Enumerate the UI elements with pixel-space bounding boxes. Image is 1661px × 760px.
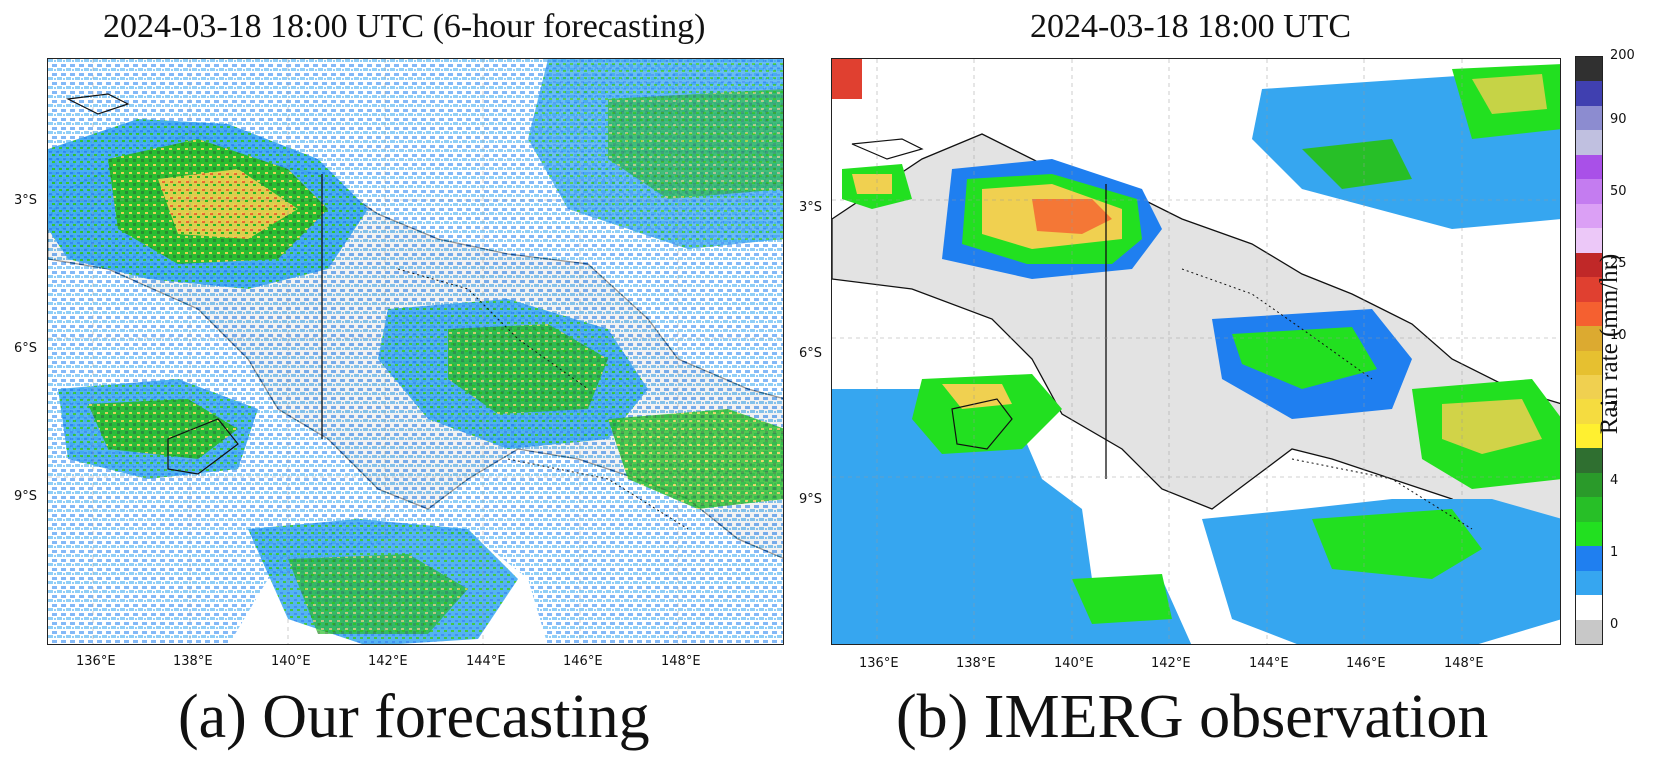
forecast-island	[65, 93, 130, 115]
colorbar-segment	[1576, 81, 1602, 106]
observation-caption: (b) IMERG observation	[896, 683, 1489, 751]
observation-rain-area	[942, 384, 1012, 409]
observation-lon-label: 148°E	[1444, 656, 1484, 671]
observation-rain-area	[1072, 574, 1172, 624]
forecast-rain-area	[158, 169, 298, 239]
observation-lon-label: 136°E	[859, 656, 899, 671]
forecast-lon-label: 146°E	[563, 654, 603, 669]
observation-rain-area	[1442, 399, 1542, 454]
forecast-map-canvas	[48, 59, 783, 644]
forecast-panel-title: 2024-03-18 18:00 UTC (6-hour forecasting…	[103, 8, 706, 45]
observation-lat-label: 6°S	[799, 346, 823, 361]
forecast-province-line	[397, 268, 589, 390]
observation-lon-label: 146°E	[1346, 656, 1386, 671]
observation-rain-area	[1302, 139, 1412, 189]
forecast-lat-label: 6°S	[14, 341, 38, 356]
colorbar-tick-label: 1	[1610, 545, 1619, 560]
colorbar-segment	[1576, 57, 1602, 82]
observation-map	[831, 58, 1561, 645]
forecast-lon-label: 144°E	[466, 654, 506, 669]
forecast-lon-label: 148°E	[661, 654, 701, 669]
colorbar-segment	[1576, 179, 1602, 204]
observation-rain-area	[912, 374, 1062, 454]
colorbar-segment	[1576, 228, 1602, 253]
forecast-lon-label: 140°E	[271, 654, 311, 669]
colorbar-tick-label: 50	[1610, 184, 1627, 199]
colorbar-segment	[1576, 203, 1602, 229]
forecast-lon-label: 136°E	[76, 654, 116, 669]
observation-lon-label: 140°E	[1054, 656, 1094, 671]
colorbar-tick-label: 0	[1610, 617, 1619, 632]
forecast-map	[47, 58, 784, 645]
forecast-lon-label: 138°E	[173, 654, 213, 669]
colorbar-segment	[1576, 301, 1602, 327]
colorbar-segment	[1576, 619, 1602, 644]
observation-island	[851, 138, 924, 160]
colorbar-title: Rain rate (mm/hr)	[1596, 253, 1623, 435]
rain-rate-colorbar	[1575, 56, 1603, 645]
forecast-rain-area	[288, 554, 468, 634]
observation-rain-area	[1472, 74, 1547, 114]
forecast-rain-area	[448, 324, 608, 414]
colorbar-segment	[1576, 154, 1602, 180]
colorbar-segment	[1576, 595, 1602, 620]
colorbar-tick-label: 10	[1610, 328, 1627, 343]
observation-rain-area	[832, 59, 862, 99]
colorbar-segment	[1576, 350, 1602, 375]
colorbar-segment	[1576, 570, 1602, 596]
observation-lon-label: 144°E	[1249, 656, 1289, 671]
forecast-rain-area	[608, 409, 783, 509]
colorbar-segment	[1576, 521, 1602, 547]
forecast-lat-label: 9°S	[14, 489, 38, 504]
observation-rain-area	[1312, 509, 1482, 579]
observation-lat-label: 9°S	[799, 492, 823, 507]
observation-rain-area	[852, 174, 892, 194]
colorbar-segment	[1576, 252, 1602, 278]
colorbar-tick-label: 4	[1610, 473, 1619, 488]
forecast-province-line	[507, 458, 689, 530]
forecast-lon-label: 142°E	[368, 654, 408, 669]
colorbar-segment	[1576, 497, 1602, 522]
observation-rain-area	[1232, 327, 1377, 389]
observation-lon-label: 142°E	[1151, 656, 1191, 671]
forecast-caption: (a) Our forecasting	[178, 683, 650, 751]
observation-province-line	[1291, 458, 1473, 530]
colorbar-segment	[1576, 326, 1602, 351]
colorbar-segment	[1576, 399, 1602, 424]
colorbar-segment	[1576, 277, 1602, 302]
observation-panel-title: 2024-03-18 18:00 UTC	[1030, 8, 1352, 45]
observation-lon-label: 138°E	[956, 656, 996, 671]
observation-island	[951, 398, 1013, 450]
colorbar-tick-label: 90	[1610, 112, 1627, 127]
observation-rain-area	[1032, 199, 1112, 234]
colorbar-segment	[1576, 130, 1602, 155]
colorbar-tick-label: 200	[1610, 48, 1635, 63]
observation-map-canvas	[832, 59, 1560, 644]
forecast-rain-area	[88, 399, 238, 459]
colorbar-segment	[1576, 546, 1602, 571]
colorbar-segment	[1576, 105, 1602, 131]
forecast-island	[167, 418, 239, 475]
colorbar-segment	[1576, 374, 1602, 400]
observation-lat-label: 3°S	[799, 200, 823, 215]
forecast-rain-area	[608, 89, 783, 199]
colorbar-segment	[1576, 423, 1602, 449]
colorbar-tick-label: 25	[1610, 256, 1627, 271]
colorbar-segment	[1576, 472, 1602, 498]
colorbar-tick-label: 7	[1610, 400, 1619, 415]
colorbar-segment	[1576, 448, 1602, 473]
forecast-lat-label: 3°S	[14, 193, 38, 208]
